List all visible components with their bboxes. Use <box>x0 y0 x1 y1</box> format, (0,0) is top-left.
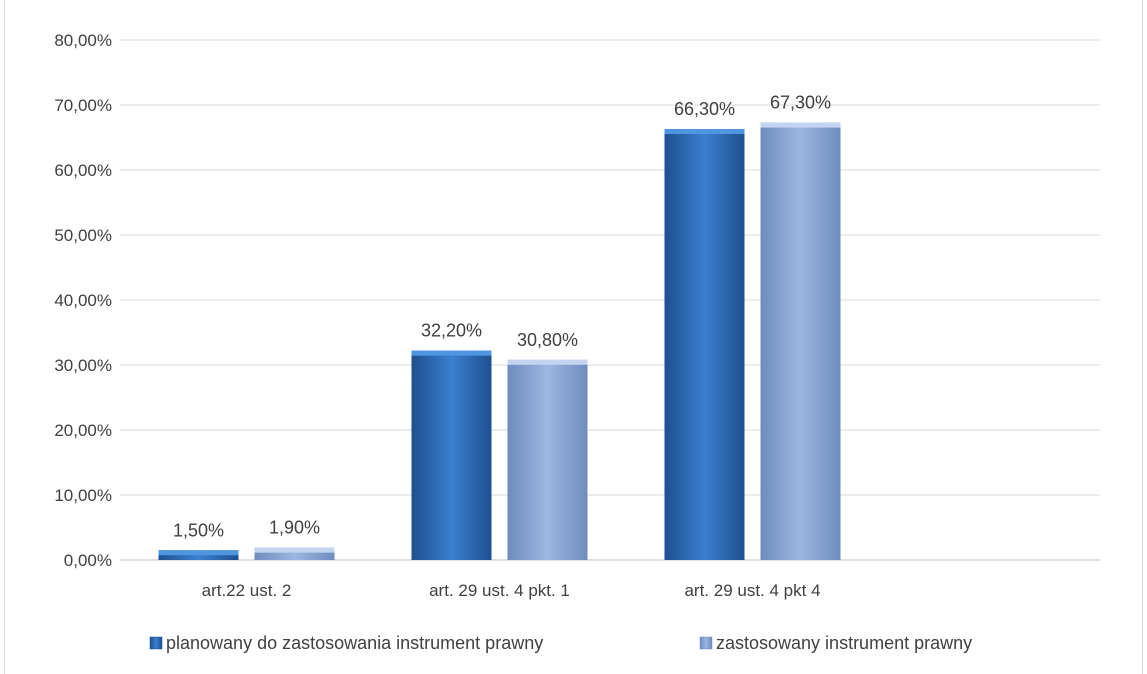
legend-label: planowany do zastosowania instrument pra… <box>166 633 543 653</box>
data-label: 1,90% <box>269 518 320 538</box>
bar-highlight <box>664 129 745 135</box>
legend-swatch <box>699 636 713 650</box>
bar <box>411 350 492 560</box>
bar <box>664 129 745 561</box>
bar-highlight <box>158 550 239 556</box>
y-tick-label: 80,00% <box>54 31 112 50</box>
y-tick-label: 60,00% <box>54 161 112 180</box>
y-tick-label: 40,00% <box>54 291 112 310</box>
y-tick-label: 0,00% <box>64 551 112 570</box>
x-tick-label: art.22 ust. 2 <box>202 581 292 600</box>
gridlines <box>120 39 1100 561</box>
legend-label: zastosowany instrument prawny <box>716 633 972 653</box>
y-tick-label: 70,00% <box>54 96 112 115</box>
bar <box>760 122 841 561</box>
bar <box>507 359 588 560</box>
bar-group: 32,20% <box>411 321 492 560</box>
chart-frame <box>4 0 1143 674</box>
bar-highlight <box>760 122 841 128</box>
x-axis-tick-labels: art.22 ust. 2 art. 29 ust. 4 pkt. 1 art. 2… <box>202 581 821 600</box>
y-axis-tick-labels: 0,00% 10,00% 20,00% 30,00% 40,00% 50,00% 60,00… <box>54 31 112 570</box>
data-label: 30,80% <box>517 330 578 350</box>
y-tick-label: 50,00% <box>54 226 112 245</box>
legend-swatch <box>149 636 163 650</box>
bars: 1,50% 1,90% 32,20% 30,80% 66,30% 67,30% <box>158 93 841 561</box>
bar-group: 67,30% <box>760 93 841 561</box>
data-label: 66,30% <box>674 99 735 119</box>
bar-highlight <box>507 359 588 365</box>
data-label: 1,50% <box>173 520 224 540</box>
x-tick-label: art. 29 ust. 4 pkt 4 <box>684 581 820 600</box>
legend-item: zastosowany instrument prawny <box>699 633 972 653</box>
legend-item: planowany do zastosowania instrument pra… <box>149 633 543 653</box>
data-label: 32,20% <box>421 321 482 341</box>
legend: planowany do zastosowania instrument pra… <box>149 633 972 653</box>
bar-group: 66,30% <box>664 99 745 561</box>
bar-group: 1,50% <box>158 520 239 560</box>
y-tick-label: 20,00% <box>54 421 112 440</box>
y-tick-label: 30,00% <box>54 356 112 375</box>
x-tick-label: art. 29 ust. 4 pkt. 1 <box>429 581 570 600</box>
bar-group: 30,80% <box>507 330 588 560</box>
bar-highlight <box>411 350 492 356</box>
bar-highlight <box>254 547 335 553</box>
data-label: 67,30% <box>770 93 831 113</box>
bar-group: 1,90% <box>254 518 335 560</box>
y-tick-label: 10,00% <box>54 486 112 505</box>
